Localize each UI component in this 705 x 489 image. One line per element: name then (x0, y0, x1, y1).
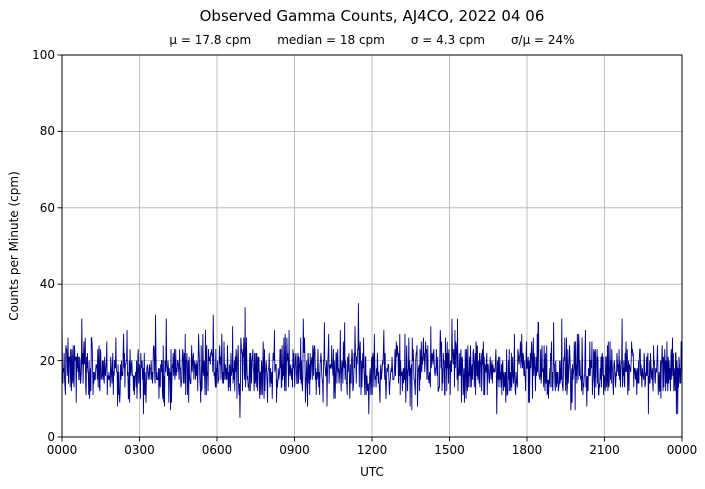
stat-item: σ/μ = 24% (510, 33, 575, 47)
y-axis-label: Counts per Minute (cpm) (7, 171, 21, 321)
stat-item: σ = 4.3 cpm (410, 33, 485, 47)
chart-stats-line: μ = 17.8 cpm median = 18 cpm σ = 4.3 cpm σ/… (62, 32, 682, 48)
stat-item: μ = 17.8 cpm (169, 33, 252, 47)
data-series-line (61, 303, 683, 418)
stat-item: median = 18 cpm (277, 33, 385, 47)
x-axis-label: UTC (360, 465, 384, 479)
chart-title: Observed Gamma Counts, AJ4CO, 2022 04 06 (199, 7, 545, 25)
plot-frame (61, 54, 683, 438)
